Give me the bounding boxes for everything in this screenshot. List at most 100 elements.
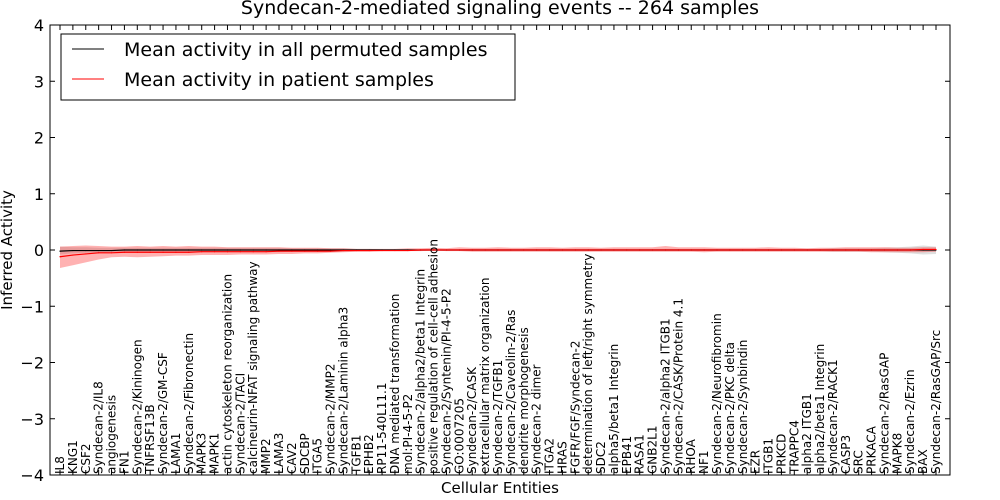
y-tick-label: 1 [34,185,44,204]
data-point [239,249,241,251]
data-point [780,249,783,251]
x-tick-label: Syndecan-2/Ezrin [903,369,917,474]
data-point [355,249,357,252]
x-tick-label: Syndecan-2/Laminin alpha3 [336,307,350,474]
legend-label-permuted: Mean activity in all permuted samples [124,39,487,61]
data-point [536,249,538,251]
x-ticks: IL8KNG1CSF2Syndecan-2/IL8angiogenesisFN1… [53,25,943,475]
data-point [278,249,280,251]
x-tick-label: RP11-540L11.1 [375,383,389,474]
data-point [613,249,615,251]
y-tick-label: −3 [20,410,44,429]
data-point [677,249,679,251]
data-point [329,250,332,252]
data-point [59,250,61,252]
legend: Mean activity in all permuted samples Me… [60,33,516,101]
x-tick-label: determination of left/right symmetry [581,254,595,474]
data-point [188,251,190,253]
data-point [317,249,319,251]
data-point [458,249,460,251]
data-point [870,249,873,251]
x-tick-label: MAPK3 [195,433,209,474]
data-point [252,251,254,253]
data-point [561,249,564,251]
data-point [342,249,345,252]
x-tick-label: MAPK1 [208,433,222,474]
x-tick-label: Syndecan-2/Syntenin/PI-4-5-P2 [439,288,453,474]
x-tick-label: alpha2/beta1 Integrin [813,344,827,474]
legend-box [60,33,516,101]
data-point [291,250,293,252]
data-point [484,249,486,251]
data-point [381,249,383,252]
data-point [716,249,718,251]
data-point [896,249,898,251]
data-point [213,249,216,251]
x-tick-label: ITGA5 [311,438,325,474]
data-point [98,252,100,254]
x-tick-label: Syndecan-2/RACK1 [826,359,840,474]
x-tick-label: ITGB1 [762,438,776,474]
x-tick-label: DNA mediated transformation [388,294,402,474]
data-point [278,250,280,252]
data-point [149,251,151,253]
plot-frame [49,24,951,476]
x-tick-label: CSF2 [79,443,93,474]
data-point [201,249,203,251]
x-tick-label: Syndecan-2/GM-CSF [156,352,170,474]
x-tick-label: alpha2 ITGB1 [800,393,814,474]
data-point [832,249,834,251]
y-tick-label: 4 [34,16,44,35]
data-point [59,256,61,258]
y-axis-label: Inferred Activity [0,190,16,310]
x-tick-label: alpha5/beta1 Integrin [607,344,621,474]
data-point [819,249,821,251]
lines-layer [59,248,937,258]
x-tick-label: Syndecan-2/TACI [233,373,247,474]
data-point [226,249,229,251]
x-tick-label: SDCBP [298,433,312,474]
x-tick-label: mol:PI-4-5-P2 [401,394,415,474]
x-tick-label: EPHB2 [362,434,376,474]
data-point [85,253,87,255]
data-point [651,249,654,251]
x-tick-label: ITGA2 [543,438,557,474]
data-point [510,249,512,251]
y-tick-label: −1 [20,297,44,316]
data-point [394,249,396,252]
x-tick-label: TRAPPC4 [787,420,801,475]
data-point [935,248,937,251]
data-point [471,249,473,251]
data-point [420,249,422,251]
data-point [265,249,267,251]
data-point [793,249,795,251]
x-tick-label: NF1 [697,450,711,474]
x-tick-label: angiogenesis [105,395,119,474]
data-point [110,252,113,254]
data-point [922,248,924,251]
data-point [175,251,177,253]
data-point [626,249,628,251]
x-tick-label: Syndecan-2/PKC delta [723,342,737,474]
bands-layer [60,245,936,268]
x-tick-label: RHOA [684,438,698,474]
data-point [639,249,641,251]
x-tick-label: IL8 [53,456,67,474]
legend-label-patient: Mean activity in patient samples [124,69,434,91]
x-tick-label: Syndecan-2/RasGAP/Src [929,330,943,474]
y-ticks: 4 3 2 1 0 −1 −2 −3 −4 [20,16,950,485]
y-tick-label: −2 [20,354,44,373]
x-tick-label: Syndecan-2/RasGAP [877,353,891,474]
x-axis-label: Cellular Entities [441,479,559,497]
x-tick-label: Syndecan-2 dimer [530,364,544,474]
x-tick-label: calcineurin-NFAT signaling pathway [246,261,260,474]
x-tick-label: Syndecan-2/Caveolin-2/Ras [504,310,518,474]
data-point [909,249,911,251]
data-point [265,251,267,253]
data-point [587,249,589,251]
x-tick-label: Syndecan-2/alpha2 ITGB1 [658,318,672,474]
data-point [123,249,126,251]
x-tick-label: GO:0007205 [452,398,466,474]
data-point [755,249,757,251]
